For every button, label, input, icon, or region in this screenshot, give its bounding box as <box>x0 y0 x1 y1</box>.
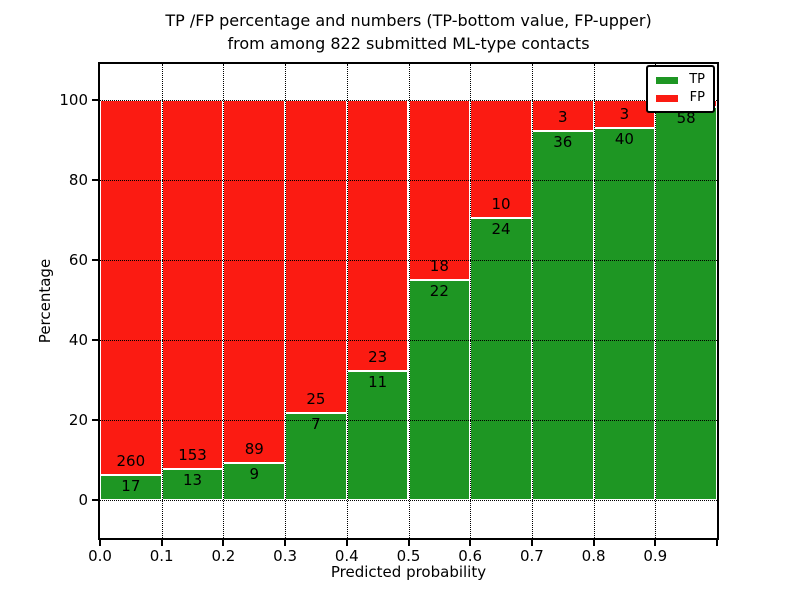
bar-segment-tp <box>161 468 224 500</box>
x-tick-label: 0.1 <box>149 547 174 565</box>
chart-title-line2: from among 822 submitted ML-type contact… <box>227 34 590 53</box>
bar-value-tp: 58 <box>676 108 696 127</box>
bar-segment-fp <box>593 100 656 128</box>
gridline-vertical <box>470 64 472 538</box>
x-tick-mark <box>99 540 101 546</box>
bar-segment-fp <box>100 100 162 476</box>
y-tick-mark <box>92 499 98 501</box>
y-tick-mark <box>92 339 98 341</box>
bar-value-fp: 89 <box>244 440 264 459</box>
bar-value-fp: 18 <box>429 257 449 275</box>
bar-segment-tp <box>100 475 162 500</box>
x-tick-label: 0.3 <box>273 547 298 565</box>
bar-value-tp: 40 <box>614 129 634 148</box>
legend-swatch-fp-icon <box>656 94 678 102</box>
y-tick-label: 80 <box>68 171 88 189</box>
y-tick-mark <box>92 179 98 181</box>
bar-segment-tp <box>470 217 532 500</box>
x-tick-label: 0.0 <box>88 547 112 565</box>
x-tick-label: 0.5 <box>396 547 421 565</box>
x-tick-mark <box>654 540 657 546</box>
x-tick-mark <box>284 540 287 546</box>
x-tick-label: 0.8 <box>581 547 606 565</box>
y-tick-label: 60 <box>68 251 88 269</box>
x-axis-label: Predicted probability <box>330 563 487 581</box>
bar-value-fp: 23 <box>368 347 388 366</box>
y-tick-mark <box>92 259 98 261</box>
bar-value-tp: 22 <box>429 282 449 300</box>
bar-value-tp: 36 <box>553 132 573 151</box>
bar-value-tp: 9 <box>249 465 259 484</box>
legend: TP FP <box>646 65 715 113</box>
x-tick-mark <box>407 540 410 546</box>
gridline-vertical <box>285 64 287 538</box>
chart-title-line1: TP /FP percentage and numbers (TP-bottom… <box>165 11 652 30</box>
bar-value-tp: 13 <box>182 470 203 489</box>
bar-value-fp: 260 <box>116 452 146 471</box>
legend-label-tp: TP <box>689 72 705 87</box>
gridline-vertical <box>655 64 657 538</box>
bar-segment-tp <box>285 412 347 500</box>
bar-segment-tp <box>531 130 594 500</box>
legend-swatch-tp-icon <box>656 76 678 84</box>
gridline-vertical <box>408 64 410 538</box>
bar-segment-tp <box>346 370 409 500</box>
x-tick-mark <box>222 540 225 546</box>
bar-value-fp: 3 <box>557 107 568 126</box>
bar-segment-tp <box>408 280 471 500</box>
bar-value-fp: 25 <box>306 389 326 408</box>
legend-entry-fp: FP <box>656 91 705 105</box>
y-tick-label: 20 <box>68 411 88 429</box>
gridline-vertical <box>531 64 533 538</box>
y-tick-mark <box>92 99 98 101</box>
bar-value-tp: 17 <box>121 477 141 496</box>
bar-value-fp: 153 <box>178 445 207 464</box>
bar-segment-fp <box>285 100 347 413</box>
bar-value-tp: 7 <box>311 414 321 433</box>
x-tick-label: 0.7 <box>519 547 544 565</box>
x-tick-mark <box>716 540 718 546</box>
y-axis-label: Percentage <box>36 258 54 344</box>
bar-segment-fp <box>408 100 471 280</box>
bar-segment-tp <box>223 463 286 500</box>
gridline-vertical <box>593 64 595 538</box>
bar-segment-fp <box>470 100 532 218</box>
gridline-vertical <box>223 64 225 538</box>
y-tick-label: 40 <box>68 331 88 349</box>
x-tick-mark <box>345 540 348 546</box>
bar-value-fp: 3 <box>619 104 630 123</box>
x-tick-label: 0.2 <box>211 547 236 565</box>
bar-segment-fp <box>161 100 224 469</box>
y-tick-label: 100 <box>59 91 88 109</box>
legend-entry-tp: TP <box>656 73 705 87</box>
x-tick-mark <box>469 540 472 546</box>
bar-segment-tp <box>593 127 656 500</box>
x-tick-label: 0.4 <box>334 547 359 565</box>
x-tick-mark <box>160 540 163 546</box>
y-tick-mark <box>92 419 98 421</box>
x-tick-label: 0.6 <box>458 547 483 565</box>
bar-segment-fp <box>223 100 286 464</box>
bar-value-tp: 11 <box>368 372 388 391</box>
y-tick-label: 0 <box>78 491 88 509</box>
bar-value-tp: 24 <box>491 219 511 238</box>
bar-value-fp: 10 <box>491 194 511 213</box>
bar-segment-fp <box>346 100 409 371</box>
x-tick-mark <box>592 540 595 546</box>
x-tick-mark <box>530 540 533 546</box>
legend-label-fp: FP <box>689 90 705 105</box>
x-tick-label: 0.9 <box>643 547 668 565</box>
gridline-vertical <box>346 64 348 538</box>
gridline-vertical <box>161 64 163 538</box>
bar-segment-tp <box>655 106 717 500</box>
